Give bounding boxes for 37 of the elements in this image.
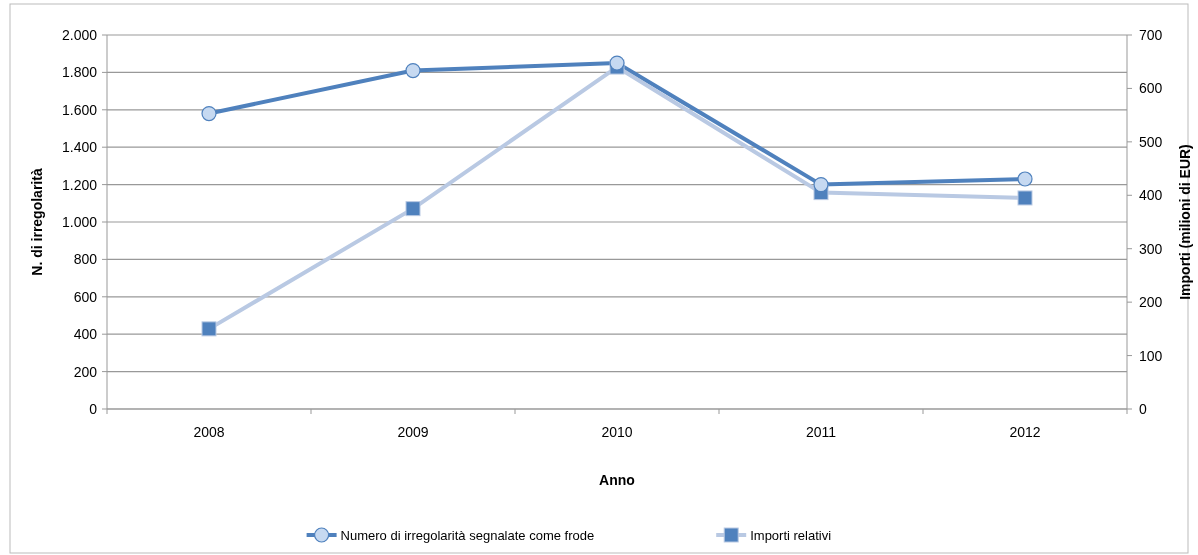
y-tick-label: 400 <box>73 326 98 343</box>
y-axis-title: N. di irregolarità <box>29 168 45 276</box>
point <box>813 177 829 193</box>
y-tick-label: 200 <box>73 363 98 380</box>
point <box>1017 190 1033 206</box>
y2-tick-label: 200 <box>1139 294 1163 311</box>
y-tick-label: 1.400 <box>61 139 98 156</box>
y-tick-label: 1.000 <box>61 214 98 230</box>
point <box>201 321 217 337</box>
y2-tick-label: 0 <box>1139 401 1147 417</box>
x-axis-title: Anno <box>599 472 635 488</box>
x-tick-label: 2010 <box>601 424 633 440</box>
y-tick-label: 1.200 <box>61 176 98 193</box>
y2-tick-label: 700 <box>1139 27 1163 43</box>
legend-label: Numero di irregolarità segnalate come frode <box>340 528 595 543</box>
x-tick-label: 2009 <box>397 424 429 440</box>
y2-tick-label: 100 <box>1139 347 1163 364</box>
y-tick-label: 0 <box>89 401 98 417</box>
legend-label: Importi relativi <box>750 528 832 543</box>
y2-tick-label: 500 <box>1139 133 1163 150</box>
y2-axis-title: Importi (milioni di EUR) <box>1177 144 1193 300</box>
x-tick-label: 2008 <box>193 424 225 440</box>
y-tick-label: 800 <box>73 251 98 268</box>
point <box>405 201 421 217</box>
x-tick-label: 2011 <box>805 424 837 440</box>
point <box>1017 171 1033 187</box>
y-tick-label: 600 <box>73 288 98 305</box>
point <box>201 105 217 122</box>
y-tick-label: 1.600 <box>61 101 98 118</box>
x-tick-label: 2012 <box>1009 424 1041 440</box>
y-tick-label: 1.800 <box>61 64 98 81</box>
point <box>609 55 625 71</box>
y2-tick-label: 600 <box>1139 80 1163 97</box>
y2-tick-label: 300 <box>1139 240 1163 257</box>
y2-tick-label: 400 <box>1139 187 1163 204</box>
y-tick-label: 2.000 <box>61 27 98 43</box>
point <box>405 62 421 79</box>
